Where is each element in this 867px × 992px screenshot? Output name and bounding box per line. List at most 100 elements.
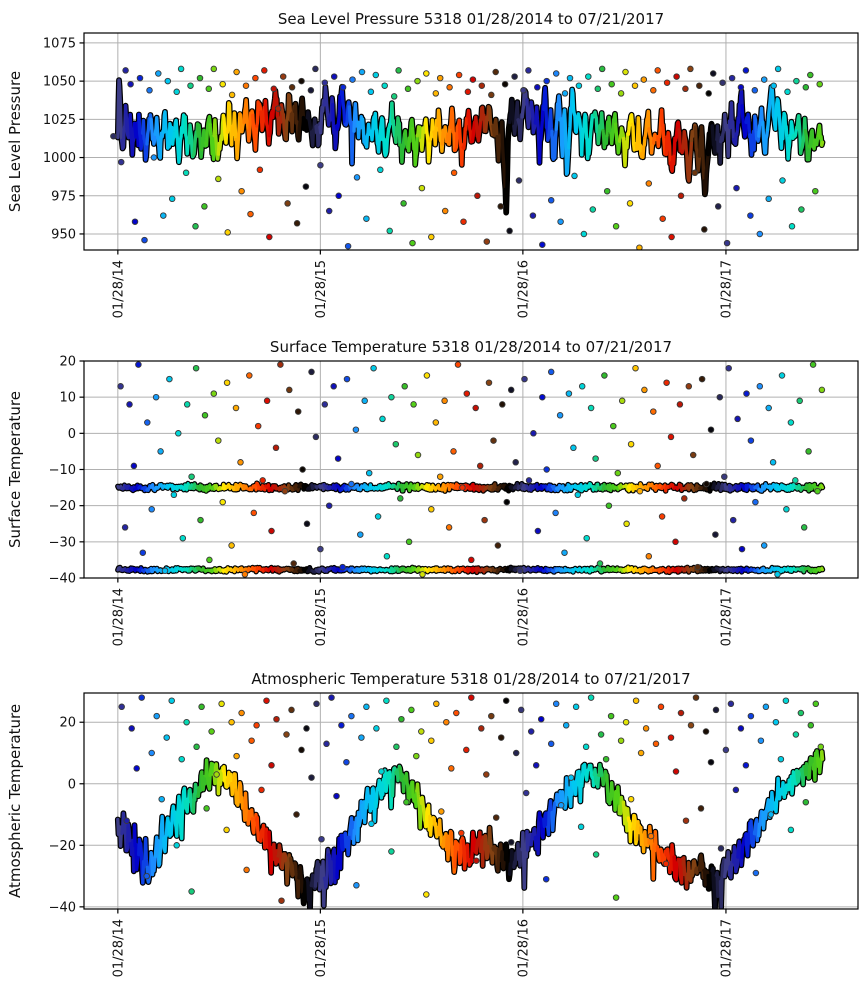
data-band bbox=[786, 566, 794, 573]
scatter-point bbox=[787, 826, 795, 834]
data-band bbox=[263, 99, 272, 146]
data-band bbox=[423, 483, 432, 492]
scatter-point bbox=[418, 728, 425, 735]
scatter-point bbox=[488, 712, 495, 720]
data-band bbox=[246, 109, 255, 143]
scatter-point bbox=[751, 87, 759, 94]
data-band bbox=[499, 483, 508, 491]
data-band bbox=[234, 482, 242, 492]
scatter-point bbox=[361, 397, 368, 405]
scatter-point bbox=[401, 383, 408, 390]
scatter-point bbox=[691, 169, 699, 177]
data-band bbox=[212, 762, 221, 796]
data-band bbox=[288, 856, 297, 878]
data-band bbox=[128, 485, 136, 492]
scatter-point bbox=[617, 90, 625, 97]
data-band bbox=[504, 483, 512, 493]
data-band bbox=[710, 124, 719, 155]
data-band bbox=[276, 485, 284, 492]
scatter-point bbox=[575, 82, 583, 89]
scatter-point bbox=[782, 697, 790, 704]
scatter-point bbox=[252, 74, 259, 82]
data-band bbox=[735, 566, 744, 574]
data-band bbox=[398, 132, 407, 164]
scatter-point bbox=[727, 700, 735, 708]
data-band bbox=[495, 842, 504, 873]
scatter-point bbox=[694, 563, 701, 571]
data-band bbox=[820, 566, 824, 572]
scatter-point bbox=[608, 80, 615, 88]
data-band bbox=[225, 770, 234, 788]
data-band bbox=[546, 567, 554, 573]
scatter-point bbox=[223, 379, 231, 386]
scatter-point bbox=[552, 70, 560, 77]
data-band bbox=[639, 136, 647, 159]
scatter-point bbox=[732, 786, 740, 794]
scatter-point bbox=[155, 70, 162, 77]
data-band bbox=[773, 776, 782, 814]
data-band bbox=[643, 482, 651, 491]
scatter-point bbox=[497, 734, 505, 741]
data-band bbox=[753, 114, 761, 143]
data-band bbox=[811, 133, 820, 151]
scatter-point bbox=[707, 758, 715, 766]
scatter-point bbox=[133, 765, 140, 772]
scatter-point bbox=[636, 244, 643, 250]
scatter-point bbox=[722, 746, 730, 754]
scatter-point bbox=[725, 364, 732, 372]
scatter-point bbox=[474, 192, 481, 200]
data-band bbox=[782, 111, 790, 161]
data-band bbox=[166, 809, 175, 838]
data-band bbox=[723, 850, 732, 879]
scatter-point bbox=[742, 762, 750, 769]
x-tick-label: 01/28/17 bbox=[719, 260, 734, 318]
scatter-point bbox=[577, 823, 585, 831]
x-tick-label: 01/28/14 bbox=[111, 260, 126, 318]
scatter-point bbox=[488, 91, 495, 99]
scatter-point bbox=[414, 451, 422, 459]
scatter-point bbox=[205, 85, 213, 93]
scatter-point bbox=[418, 184, 426, 192]
data-band bbox=[394, 116, 402, 147]
scatter-point bbox=[631, 82, 639, 89]
data-band bbox=[474, 115, 483, 143]
scatter-point bbox=[721, 473, 728, 480]
data-band bbox=[410, 126, 419, 167]
scatter-point bbox=[512, 459, 519, 466]
scatter-point bbox=[358, 734, 365, 741]
data-band bbox=[259, 484, 267, 492]
data-band bbox=[267, 566, 275, 573]
scatter-point bbox=[627, 795, 635, 803]
scatter-point bbox=[596, 560, 604, 567]
scatter-point bbox=[158, 795, 165, 803]
data-band bbox=[410, 780, 419, 809]
data-band bbox=[141, 485, 149, 493]
scatter-point bbox=[490, 437, 497, 444]
data-band bbox=[478, 485, 487, 493]
scatter-point bbox=[494, 542, 502, 549]
scatter-point bbox=[344, 242, 352, 250]
data-band bbox=[483, 834, 491, 861]
scatter-point bbox=[562, 722, 570, 729]
scatter-point bbox=[539, 241, 546, 248]
scatter-point bbox=[298, 77, 305, 85]
data-band bbox=[736, 839, 744, 867]
scatter-point bbox=[714, 203, 722, 210]
scatter-point bbox=[146, 87, 153, 94]
data-band bbox=[537, 811, 546, 840]
data-band bbox=[154, 483, 162, 491]
scatter-point bbox=[179, 534, 187, 542]
scatter-point bbox=[317, 161, 324, 169]
data-band bbox=[313, 860, 322, 892]
data-band bbox=[116, 78, 124, 143]
data-band bbox=[377, 116, 385, 142]
scatter-point bbox=[567, 774, 575, 781]
data-band bbox=[731, 127, 740, 146]
scatter-point bbox=[800, 524, 808, 531]
scatter-point bbox=[515, 177, 523, 184]
scatter-point bbox=[130, 462, 138, 470]
scatter-point bbox=[578, 383, 586, 390]
scatter-point bbox=[552, 509, 559, 517]
data-band bbox=[120, 567, 128, 572]
data-band bbox=[183, 789, 191, 814]
